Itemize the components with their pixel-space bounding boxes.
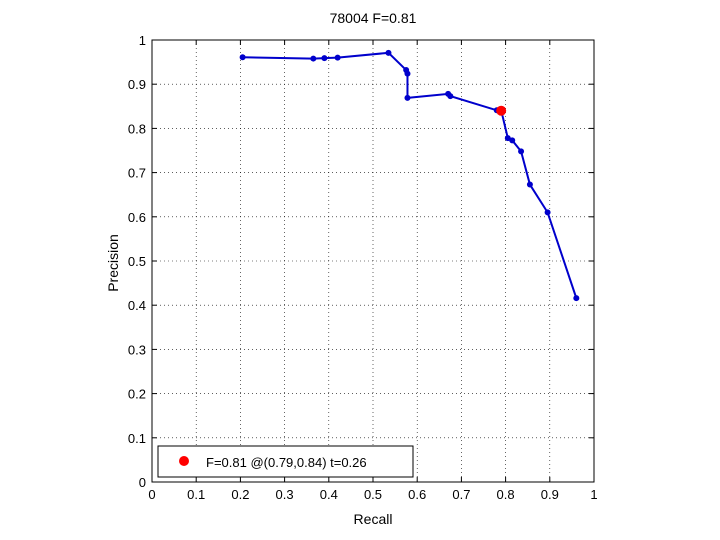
x-axis-label: Recall: [354, 511, 393, 527]
legend: F=0.81 @(0.79,0.84) t=0.26: [157, 445, 414, 478]
data-point: [404, 70, 411, 77]
y-tick-label: 0.7: [128, 166, 146, 181]
data-point: [504, 135, 511, 142]
data-point: [321, 55, 328, 62]
y-tick-label: 0.3: [128, 342, 146, 357]
x-tick-label: 0: [148, 487, 155, 502]
data-point: [385, 49, 392, 56]
data-point: [526, 181, 533, 188]
x-tick-label: 0.6: [408, 487, 426, 502]
chart-title: 78004 F=0.81: [330, 10, 417, 26]
series-layer: [239, 49, 580, 302]
best-f-point: [496, 105, 507, 116]
y-tick-label: 0.2: [128, 387, 146, 402]
y-tick-label: 0.1: [128, 431, 146, 446]
x-tick-label: 0.9: [541, 487, 559, 502]
y-tick-label: 1: [139, 33, 146, 48]
data-point: [544, 209, 551, 216]
axis-ticks: 0 0.1 0.2 0.3 0.4 0.5 0.6 0.7 0.8 0.9 1 0 0.1 0.2 0.3 0…: [128, 33, 598, 502]
data-point: [310, 55, 317, 62]
y-axis-label: Precision: [105, 234, 121, 292]
y-tick-label: 0.9: [128, 77, 146, 92]
y-tick-label: 0: [139, 475, 146, 490]
y-tick-label: 0.8: [128, 121, 146, 136]
x-tick-label: 0.5: [364, 487, 382, 502]
x-tick-label: 0.1: [187, 487, 205, 502]
x-tick-label: 0.2: [231, 487, 249, 502]
x-tick-label: 1: [590, 487, 597, 502]
data-point: [239, 54, 246, 61]
x-tick-label: 0.4: [320, 487, 338, 502]
series-line: [242, 51, 578, 299]
legend-label: F=0.81 @(0.79,0.84) t=0.26: [206, 455, 367, 470]
x-tick-label: 0.3: [276, 487, 294, 502]
grid-lines: [152, 40, 594, 482]
y-tick-label: 0.4: [128, 298, 146, 313]
data-point: [334, 54, 341, 61]
y-tick-label: 0.6: [128, 210, 146, 225]
data-point: [447, 93, 454, 100]
data-point: [509, 137, 516, 144]
data-point: [573, 295, 580, 302]
y-tick-label: 0.5: [128, 254, 146, 269]
legend-box: [157, 445, 414, 478]
data-point: [404, 94, 411, 101]
x-tick-label: 0.8: [497, 487, 515, 502]
legend-marker: [179, 456, 189, 466]
x-tick-label: 0.7: [452, 487, 470, 502]
data-point: [518, 148, 525, 155]
